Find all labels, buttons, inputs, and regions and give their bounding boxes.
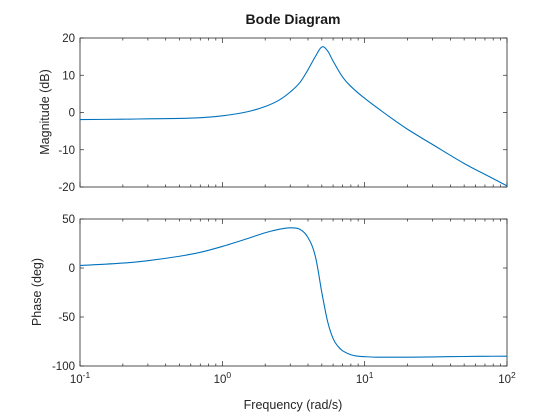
- phase-y-tick-label: 0: [69, 263, 75, 275]
- magnitude-y-tick-label: 10: [62, 70, 75, 82]
- x-axis-label: Frequency (rad/s): [244, 398, 343, 412]
- magnitude-y-tick-label: -10: [58, 145, 75, 157]
- magnitude-y-axis-label: Magnitude (dB): [38, 69, 52, 154]
- x-tick-label: 101: [356, 370, 374, 386]
- magnitude-y-tick-label: 0: [69, 108, 75, 120]
- phase-y-tick-label: 50: [62, 214, 75, 226]
- magnitude-y-tick-label: -20: [58, 182, 75, 194]
- x-tick-label: 102: [498, 370, 516, 386]
- x-tick-label: 100: [214, 370, 232, 386]
- x-tick-label: 10-1: [70, 370, 91, 386]
- magnitude-panel: -20 -10 0 10 20: [58, 33, 508, 194]
- magnitude-series-line: [79, 46, 508, 187]
- phase-panel: -100 -50 0 50: [52, 214, 508, 373]
- phase-plot-frame: [79, 218, 508, 367]
- phase-y-tick-label: -100: [52, 361, 75, 373]
- magnitude-plot-frame: [79, 37, 508, 188]
- magnitude-y-tick-label: 20: [62, 33, 75, 45]
- phase-series-line: [79, 227, 508, 358]
- chart-title: Bode Diagram: [246, 11, 341, 27]
- phase-y-tick-label: -50: [58, 312, 75, 324]
- phase-y-axis-label: Phase (deg): [30, 258, 44, 326]
